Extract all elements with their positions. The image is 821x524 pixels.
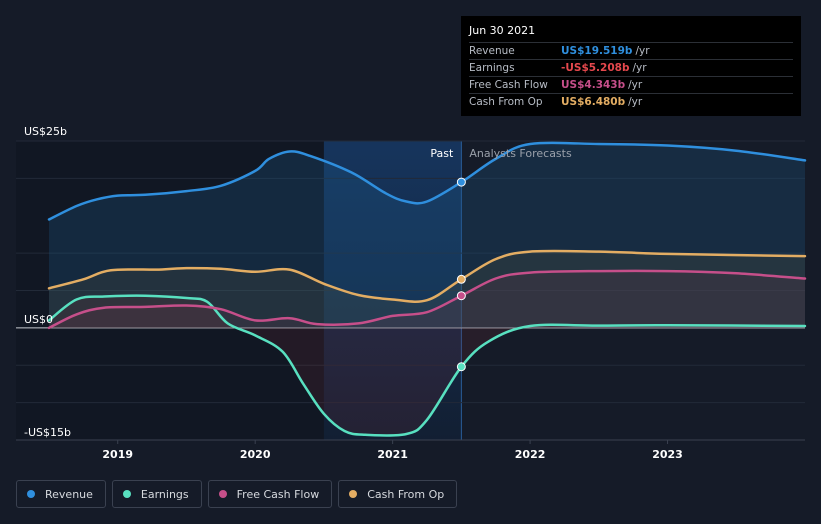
x-tick-label: 2019 [102,448,133,461]
y-tick-label: -US$15b [24,426,71,439]
legend: Revenue Earnings Free Cash Flow Cash Fro… [16,480,458,508]
tooltip-row-free-cash-flow: Free Cash Flow US$4.343b /yr [469,76,793,93]
series-area-earnings [49,295,805,436]
tooltip-date: Jun 30 2021 [469,24,536,37]
series-marker-earnings [456,362,466,372]
legend-label: Earnings [140,487,189,501]
legend-dot-icon [218,490,227,498]
tooltip-value: US$4.343b [561,79,626,91]
tooltip-value: US$6.480b [561,96,626,108]
tooltip-value: -US$5.208b [561,62,630,74]
series-marker-revenue [456,177,466,187]
tooltip-row-earnings: Earnings -US$5.208b /yr [469,59,793,76]
legend-item-earnings[interactable]: Earnings [111,480,202,508]
tooltip-label: Free Cash Flow [469,79,548,91]
x-tick-label: 2021 [377,448,408,461]
past-label: Past [430,147,454,160]
legend-dot-icon [27,490,35,498]
legend-label: Cash From Op [367,487,445,501]
tooltip-row-revenue: Revenue US$19.519b /yr [469,42,793,59]
x-tick-label: 2023 [652,448,683,461]
tooltip-unit: /yr [635,45,650,57]
series-area-free-cash-flow [49,270,805,328]
legend-label: Free Cash Flow [236,487,320,501]
y-tick-label: US$0 [24,313,53,326]
tooltip-unit: /yr [628,79,643,91]
series-line-earnings [47,294,807,437]
legend-item-revenue[interactable]: Revenue [16,480,106,508]
tooltip-value: US$19.519b [561,45,633,57]
legend-item-cash-from-op[interactable]: Cash From Op [338,480,458,508]
forecast-label: Analysts Forecasts [469,147,572,160]
legend-dot-icon [122,490,131,498]
tooltip-label: Revenue [469,45,515,57]
tooltip-unit: /yr [628,96,643,108]
tooltip-unit: /yr [632,62,647,74]
x-tick-label: 2020 [240,448,271,461]
series-line-free-cash-flow [47,269,807,330]
tooltip-row-cash-from-op: Cash From Op US$6.480b /yr [469,93,793,110]
series-marker-cash-from-op [456,274,466,284]
tooltip: Jun 30 2021 Revenue US$19.519b /yr Earni… [461,16,801,116]
legend-dot-icon [349,490,358,498]
series-marker-free-cash-flow [456,291,466,301]
series-line-cash-from-op [47,249,807,303]
series-line-revenue [47,141,807,221]
series-area-revenue [49,142,805,328]
tooltip-label: Cash From Op [469,96,543,108]
y-tick-label: US$25b [24,125,67,138]
legend-item-free-cash-flow[interactable]: Free Cash Flow [207,480,333,508]
legend-label: Revenue [45,487,93,501]
x-tick-label: 2022 [515,448,546,461]
tooltip-label: Earnings [469,62,515,74]
